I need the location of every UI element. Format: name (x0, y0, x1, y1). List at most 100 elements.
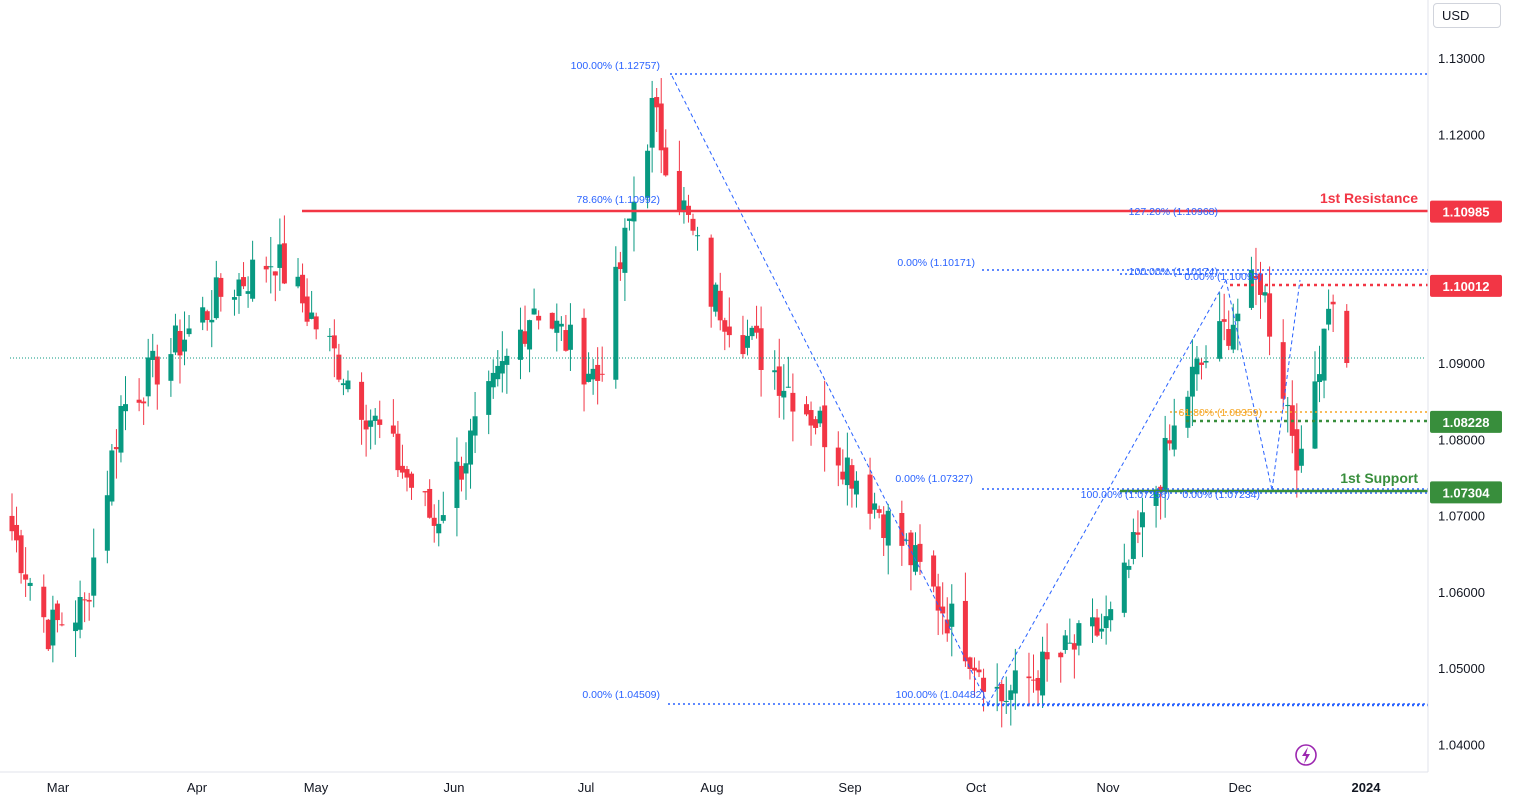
time-tick-label: May (304, 780, 329, 795)
candle (9, 493, 15, 541)
candle (804, 396, 809, 417)
candle (1139, 497, 1145, 558)
fib-label: 0.00% (1.10093) (1184, 271, 1262, 283)
logo-icon[interactable] (1295, 744, 1317, 766)
candle (154, 344, 160, 410)
candle (1294, 403, 1300, 498)
trend-line[interactable] (671, 75, 989, 705)
candle (1067, 618, 1073, 644)
candle (1330, 294, 1336, 333)
candle (245, 276, 251, 308)
candle (917, 524, 923, 575)
candle (772, 350, 778, 390)
candle (399, 444, 405, 479)
candle (113, 429, 119, 479)
fib-label: 100.00% (1.07256) (1081, 489, 1170, 501)
candle (186, 315, 192, 337)
candle (359, 372, 365, 445)
candle (145, 338, 151, 407)
candle (1344, 304, 1350, 368)
candle (168, 338, 174, 397)
trend-line[interactable] (1225, 279, 1273, 491)
candle (744, 319, 750, 356)
candle (554, 303, 560, 352)
candle (613, 246, 619, 389)
candle (840, 449, 846, 485)
price-badge[interactable]: 1.10012 (1430, 274, 1502, 297)
candle (390, 399, 396, 437)
fib-label: 0.00% (1.04509) (582, 689, 660, 701)
candle (241, 262, 247, 290)
candle (1326, 289, 1332, 331)
candle (1135, 510, 1141, 544)
candle (776, 338, 782, 418)
fib-label: 100.00% (1.12757) (571, 60, 660, 72)
currency-button[interactable]: USD (1433, 3, 1501, 28)
candle (785, 356, 791, 388)
time-tick-label: Jun (444, 780, 465, 795)
candle (531, 288, 537, 315)
candle (708, 234, 714, 328)
candle (622, 218, 628, 302)
candle (1103, 595, 1109, 645)
candle (949, 584, 955, 657)
candle (431, 504, 437, 543)
trend-line[interactable] (1271, 279, 1301, 491)
price-badge[interactable]: 1.07304 (1430, 481, 1502, 504)
candle (1130, 518, 1136, 565)
candle (1253, 247, 1259, 306)
candle (1126, 559, 1132, 579)
price-badge-label: 1.08228 (1443, 415, 1490, 430)
time-axis: Mar Apr May Jun Jul Aug Sep Oct Nov Dec 2024 (0, 771, 1428, 795)
candle (835, 431, 841, 487)
candle (645, 144, 651, 209)
candles-layer (9, 78, 1350, 728)
candle (962, 572, 968, 667)
candle (363, 404, 369, 457)
candle (136, 378, 142, 412)
candle (313, 312, 319, 340)
candle (1312, 351, 1318, 450)
candle (944, 597, 950, 642)
time-tick-label: Mar (47, 780, 70, 795)
price-badge[interactable]: 1.10985 (1430, 200, 1502, 223)
fib-label: 0.00% (1.10171) (897, 257, 975, 269)
candle (1167, 424, 1173, 451)
price-badge[interactable]: 1.08228 (1430, 410, 1502, 433)
candle (1298, 425, 1304, 473)
candle (436, 499, 442, 547)
candle (853, 471, 859, 508)
candle (1108, 601, 1114, 632)
candle (1099, 613, 1105, 639)
candle (1162, 415, 1168, 518)
candle (1289, 380, 1295, 454)
candle (1189, 339, 1195, 427)
candle (236, 272, 242, 314)
fib-label: 78.60% (1.10992) (577, 194, 660, 206)
candle (23, 547, 29, 597)
candle (676, 140, 682, 216)
candle (1071, 634, 1077, 679)
candle (681, 186, 687, 224)
candle (849, 458, 855, 508)
candle (695, 226, 701, 251)
candle (912, 532, 918, 576)
candle (1317, 345, 1323, 403)
candle (118, 395, 124, 463)
price-tick-label: 1.06000 (1438, 585, 1485, 600)
price-tick-label: 1.07000 (1438, 509, 1485, 524)
price-tick-label: 1.12000 (1438, 127, 1485, 142)
candle (595, 347, 601, 405)
candle (495, 350, 501, 387)
candle (1044, 623, 1050, 682)
candle (395, 420, 401, 477)
fib-label: 127.20% (1.10968) (1129, 206, 1218, 218)
candle (1185, 390, 1191, 438)
candle (1285, 397, 1291, 433)
candle (758, 306, 764, 397)
candle (813, 416, 819, 435)
candle (109, 444, 115, 506)
candle (586, 352, 592, 383)
